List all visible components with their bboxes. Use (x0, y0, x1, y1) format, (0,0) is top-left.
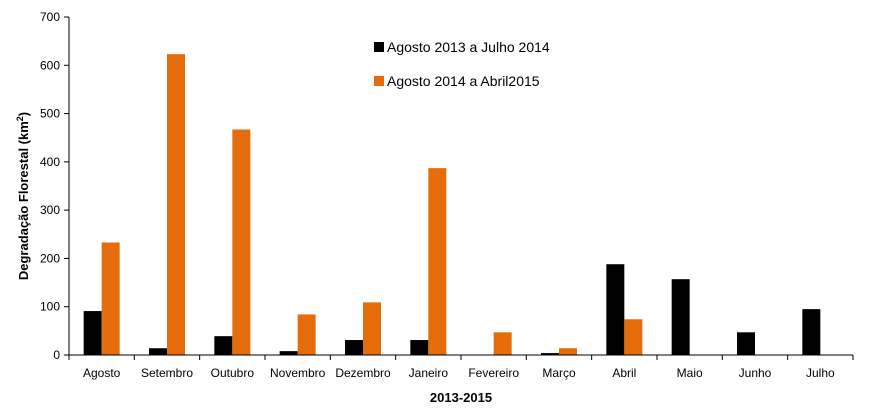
bar-series-1-setembro (149, 348, 167, 355)
bar-series-1-abril (606, 264, 625, 355)
y-axis-title-main: Degradação Florestal (km (16, 121, 31, 280)
x-tick-label-março: Março (542, 366, 576, 380)
legend-label-series-2: Agosto 2014 a Abril2015 (387, 73, 540, 89)
x-tick-label-janeiro: Janeiro (409, 366, 449, 380)
bar-series-2-outubro (232, 129, 251, 355)
y-axis-title: Degradação Florestal (km2) (15, 112, 31, 280)
bars-group (83, 54, 821, 356)
bar-series-1-outubro (214, 336, 233, 355)
y-tick-label: 200 (40, 251, 60, 265)
bar-series-1-maio (671, 279, 690, 355)
y-tick-label: 300 (40, 203, 60, 217)
y-tick-label: 500 (40, 107, 60, 121)
bar-series-2-setembro (167, 54, 185, 356)
y-tick-label: 600 (40, 58, 60, 72)
y-axis-title-superscript: 2 (15, 116, 25, 121)
legend-swatch-series-2 (374, 76, 384, 86)
x-tick-label-dezembro: Dezembro (335, 366, 391, 380)
x-tick-label-maio: Maio (677, 366, 703, 380)
y-tick-label: 100 (40, 300, 60, 314)
bar-series-1-janeiro (410, 340, 429, 355)
x-axis: Agosto Setembro Outubro Novembro Dezembro Jan… (68, 354, 854, 380)
y-axis: 0 100 200 300 400 500 600 700 (40, 10, 70, 362)
legend-swatch-series-1 (374, 42, 384, 52)
bar-series-2-abril (624, 319, 643, 355)
bar-series-1-março (541, 353, 559, 355)
x-tick-label-abril: Abril (612, 366, 636, 380)
x-axis-title: 2013-2015 (430, 390, 492, 405)
bar-series-2-dezembro (363, 302, 381, 355)
legend: Agosto 2013 a Julho 2014 Agosto 2014 a A… (374, 39, 550, 89)
x-tick-label-junho: Junho (739, 366, 772, 380)
bar-series-2-março (559, 348, 577, 355)
legend-label-series-1: Agosto 2013 a Julho 2014 (387, 39, 550, 55)
bar-series-1-julho (802, 309, 821, 355)
bar-series-1-dezembro (345, 340, 363, 355)
bar-series-2-fevereiro (493, 332, 512, 355)
bar-series-2-janeiro (428, 168, 447, 355)
bar-series-1-agosto (83, 311, 102, 355)
x-tick-label-fevereiro: Fevereiro (468, 366, 519, 380)
x-tick-label-julho: Julho (806, 366, 835, 380)
y-tick-label: 0 (53, 348, 60, 362)
x-tick-label-setembro: Setembro (141, 366, 193, 380)
bar-series-1-novembro (279, 351, 298, 355)
bar-series-1-junho (737, 332, 755, 355)
x-tick-label-novembro: Novembro (270, 366, 326, 380)
y-axis-title-end: ) (16, 112, 31, 116)
y-tick-label: 400 (40, 155, 60, 169)
x-tick-label-outubro: Outubro (211, 366, 255, 380)
y-tick-label: 700 (40, 10, 60, 24)
bar-series-2-agosto (101, 242, 120, 355)
bar-series-2-novembro (297, 314, 316, 355)
x-tick-label-agosto: Agosto (83, 366, 121, 380)
